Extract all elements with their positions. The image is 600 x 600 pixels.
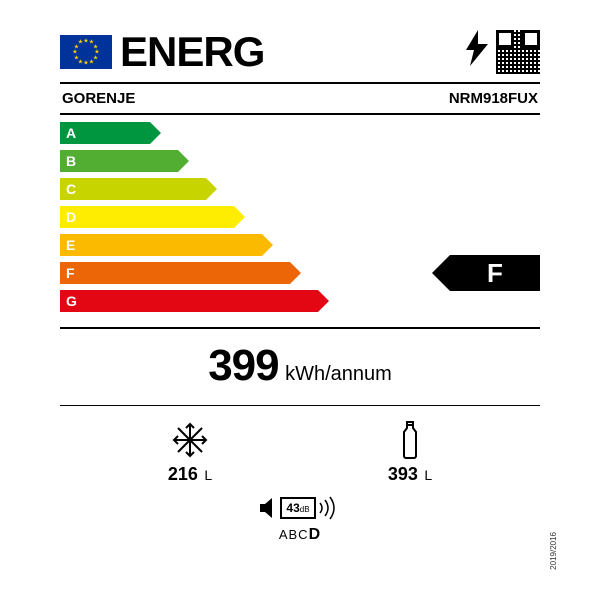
divider xyxy=(60,327,540,329)
noise-value: 43 xyxy=(286,501,299,515)
noise-spec: 43dB ABCD xyxy=(60,495,540,544)
rating-letter: F xyxy=(487,258,503,289)
snowflake-icon xyxy=(168,420,212,460)
brand-row: GORENJE NRM918FUX xyxy=(60,86,540,111)
speaker-icon: 43dB xyxy=(260,495,339,521)
bar-label: B xyxy=(66,153,76,169)
divider xyxy=(60,82,540,84)
rating-bar: A xyxy=(60,121,540,145)
rating-scale: ABCDEFG F xyxy=(60,121,540,317)
fridge-value: 393 xyxy=(388,464,418,484)
noise-selected: D xyxy=(309,526,322,543)
rating-bar: C xyxy=(60,177,540,201)
freezer-unit: L xyxy=(204,467,212,483)
consumption: 399 kWh/annum xyxy=(60,335,540,399)
noise-unit: dB xyxy=(300,505,310,514)
bar-label: D xyxy=(66,209,76,225)
eu-flag-icon: ★★★★★★★★★★★★ xyxy=(60,35,112,69)
qr-code-icon xyxy=(496,30,540,74)
freezer-spec: 216 L xyxy=(168,420,212,485)
model-number: NRM918FUX xyxy=(449,90,538,107)
consumption-unit: kWh/annum xyxy=(285,363,392,385)
divider xyxy=(60,405,540,407)
bar-label: F xyxy=(66,265,75,281)
bolt-icon xyxy=(466,30,488,74)
bar-label: E xyxy=(66,237,75,253)
energy-title: ENERG xyxy=(120,28,462,76)
regulation-text: 2019/2016 xyxy=(549,532,558,570)
bar-label: G xyxy=(66,293,77,309)
spec-row: 216 L 393 L xyxy=(60,412,540,489)
rating-pointer: F xyxy=(450,255,540,291)
rating-bar: E xyxy=(60,233,540,257)
fridge-unit: L xyxy=(424,467,432,483)
consumption-value: 399 xyxy=(208,341,278,390)
bar-label: A xyxy=(66,125,76,141)
fridge-spec: 393 L xyxy=(388,420,432,485)
freezer-value: 216 xyxy=(168,464,198,484)
rating-bar: G xyxy=(60,289,540,313)
divider xyxy=(60,113,540,115)
bar-label: C xyxy=(66,181,76,197)
rating-bar: D xyxy=(60,205,540,229)
bottle-icon xyxy=(388,420,432,460)
noise-classes: ABC xyxy=(279,527,309,542)
rating-bar: B xyxy=(60,149,540,173)
noise-class: ABCD xyxy=(60,526,540,544)
header: ★★★★★★★★★★★★ ENERG xyxy=(60,28,540,76)
brand-name: GORENJE xyxy=(62,90,135,107)
